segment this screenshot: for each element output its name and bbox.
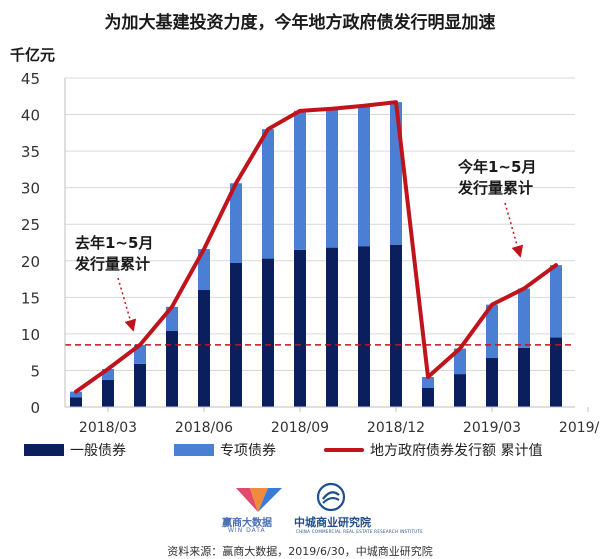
bar-general-bond: [486, 358, 498, 407]
bar-general-bond: [294, 249, 306, 407]
wind-data-logo-subtext: WIN DATA: [228, 527, 266, 534]
y-tick-label: 30: [21, 180, 40, 198]
legend-item-cumulative: 地方政府债券发行额 累计值: [324, 440, 542, 460]
x-tick-label: 2019/03: [463, 420, 521, 436]
bar-general-bond: [422, 387, 434, 407]
logos-area: 赢商大数据 WIN DATA 中城商业研究院 CHINA COMMERCIAL …: [0, 478, 600, 538]
bar-special-bond: [102, 368, 114, 380]
wind-data-logo-text: 赢商大数据: [222, 518, 272, 529]
china-commercial-research-logo-subtext: CHINA COMMERCIAL REAL ESTATE RESEARCH IN…: [296, 529, 424, 534]
bar-general-bond: [326, 247, 338, 407]
bar-general-bond: [134, 363, 146, 407]
bar-special-bond: [326, 108, 338, 248]
y-tick-label: 20: [21, 253, 40, 271]
y-tick-label: 15: [21, 289, 40, 307]
x-tick-label: 2019/06: [559, 420, 600, 436]
annotation-last-year-arrow: [117, 277, 137, 332]
bar-special-bond: [550, 265, 562, 338]
legend-item-general-bond: 一般债券: [24, 440, 126, 460]
y-tick-label: 0: [30, 399, 40, 417]
legend-swatch-general-bond: [24, 444, 64, 456]
bar-special-bond: [358, 105, 370, 247]
bar-general-bond: [454, 374, 466, 407]
legend-label-special-bond: 专项债券: [220, 443, 276, 459]
bar-general-bond: [70, 397, 82, 407]
x-tick-label: 2018/09: [271, 420, 329, 436]
bar-special-bond: [422, 377, 434, 388]
y-tick-label: 45: [21, 70, 40, 88]
annotation-last-year-text: 去年1~5月: [75, 234, 153, 252]
bar-special-bond: [262, 129, 274, 259]
bars-layer: [70, 102, 562, 407]
chart-title: 为加大基建投资力度，今年地方政府债发行明显加速: [104, 13, 496, 33]
source-note: 资料来源：赢商大数据，2019/6/30，中城商业研究院: [167, 545, 433, 558]
bar-special-bond: [294, 110, 306, 250]
legend-label-cumulative: 地方政府债券发行额 累计值: [370, 443, 543, 459]
y-tick-label: 35: [21, 143, 40, 161]
wind-data-logo-icon: [236, 488, 282, 512]
legend: 一般债券 专项债券 地方政府债券发行额 累计值: [14, 440, 594, 466]
y-axis-unit-label: 千亿元: [10, 46, 56, 64]
annotation-this-year-arrow: [504, 202, 524, 258]
bar-general-bond: [390, 244, 402, 407]
y-tick-label: 10: [21, 326, 40, 344]
bar-general-bond: [198, 290, 210, 407]
bar-general-bond: [550, 337, 562, 407]
legend-swatch-special-bond: [174, 444, 214, 456]
china-commercial-research-logo-icon: [316, 482, 346, 512]
bar-general-bond: [518, 347, 530, 407]
bar-special-bond: [70, 391, 82, 398]
bar-general-bond: [166, 330, 178, 407]
annotation-this-year-text: 今年1~5月: [457, 158, 536, 176]
cumulative-line: [74, 100, 558, 394]
bar-special-bond: [518, 288, 530, 348]
cumulative-line-layer: [74, 100, 558, 394]
china-commercial-research-logo-text: 中城商业研究院: [294, 516, 371, 529]
legend-item-special-bond: 专项债券: [174, 440, 276, 460]
x-tick-label: 2018/06: [175, 420, 233, 436]
bar-general-bond: [358, 246, 370, 407]
axis-layer: 0 5 10 15 20 25 30 35 40 45 2018/03 2018/06 2018/09 2…: [21, 70, 600, 436]
bar-general-bond: [102, 379, 114, 407]
chart-canvas: 0 5 10 15 20 25 30 35 40 45 2018/03 2018/06 2018/09 2…: [21, 70, 600, 436]
y-tick-label: 5: [30, 362, 40, 380]
bar-special-bond: [198, 249, 210, 291]
y-tick-label: 25: [21, 216, 40, 234]
legend-swatch-cumulative: [324, 448, 364, 452]
bar-special-bond: [454, 348, 466, 375]
bar-general-bond: [230, 262, 242, 407]
x-tick-label: 2018/03: [79, 420, 137, 436]
legend-label-general-bond: 一般债券: [70, 443, 126, 459]
annotation-last-year-text: 发行量累计: [74, 255, 150, 273]
y-tick-label: 40: [21, 107, 40, 125]
x-tick-label: 2018/12: [367, 420, 425, 436]
annotation-this-year-text: 发行量累计: [457, 179, 533, 197]
bar-special-bond: [230, 183, 242, 263]
bar-general-bond: [262, 258, 274, 407]
